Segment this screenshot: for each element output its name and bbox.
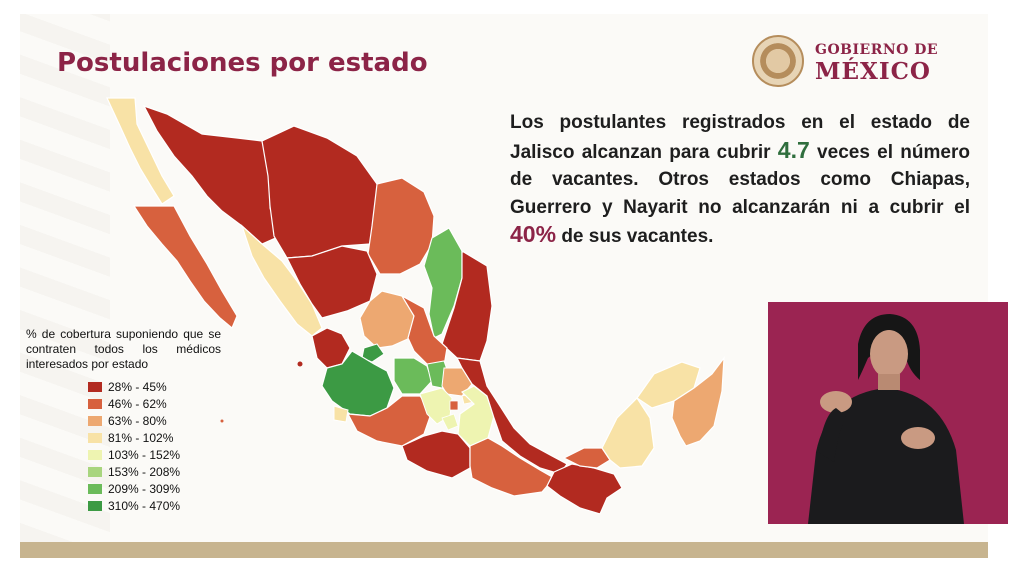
state-colima xyxy=(333,405,349,423)
legend-swatch xyxy=(88,415,102,426)
footer-bar xyxy=(20,542,988,558)
logo-line2: MÉXICO xyxy=(815,58,931,85)
legend-item: 209% - 309% xyxy=(26,480,226,497)
interpreter-face xyxy=(870,330,908,378)
state-campeche xyxy=(601,397,655,469)
state-yucatan xyxy=(636,361,701,409)
slide: Postulaciones por estado GOBIERNO DE MÉX… xyxy=(20,14,988,542)
interpreter-body xyxy=(808,388,964,524)
island xyxy=(297,361,303,367)
legend-label: 28% - 45% xyxy=(108,379,167,394)
island xyxy=(328,356,332,360)
legend-swatch xyxy=(88,449,102,460)
legend-label: 209% - 309% xyxy=(108,481,181,496)
state-guanajuato xyxy=(393,357,433,395)
legend-label: 63% - 80% xyxy=(108,413,167,428)
legend-swatch xyxy=(88,500,102,511)
summary-part1: Los postulantes registrados en el estado… xyxy=(510,112,970,163)
state-sonora xyxy=(142,104,281,245)
state-baja-california xyxy=(106,97,175,205)
legend-item: 81% - 102% xyxy=(26,429,226,446)
legend-item: 63% - 80% xyxy=(26,412,226,429)
legend-item: 153% - 208% xyxy=(26,463,226,480)
state-chihuahua xyxy=(261,125,381,259)
legend-label: 310% - 470% xyxy=(108,498,181,513)
state-chiapas xyxy=(546,463,623,515)
logo-line1: GOBIERNO DE xyxy=(815,42,939,58)
legend-label: 103% - 152% xyxy=(108,447,181,462)
legend-label: 153% - 208% xyxy=(108,464,181,479)
legend-item: 103% - 152% xyxy=(26,446,226,463)
legend-label: 81% - 102% xyxy=(108,430,174,445)
state-zacatecas xyxy=(359,290,415,349)
legend-swatch xyxy=(88,432,102,443)
legend-item: 28% - 45% xyxy=(26,378,226,395)
island xyxy=(220,419,224,423)
interpreter-left-hand xyxy=(820,391,852,413)
slide-title: Postulaciones por estado xyxy=(57,48,428,78)
summary-part3: de sus vacantes. xyxy=(556,226,714,247)
summary-value-times: 4.7 xyxy=(777,136,810,163)
state-nayarit xyxy=(311,327,351,369)
legend-swatch xyxy=(88,398,102,409)
interpreter-arm xyxy=(818,408,846,462)
interpreter-figure xyxy=(768,302,1008,524)
summary-value-percent: 40% xyxy=(510,221,557,247)
state-nuevo-leon xyxy=(423,227,463,339)
state-coahuila xyxy=(367,177,435,275)
legend-swatch xyxy=(88,483,102,494)
state-quintana-roo xyxy=(671,356,725,447)
legend-item: 46% - 62% xyxy=(26,395,226,412)
interpreter-neck xyxy=(878,374,900,390)
legend-swatch xyxy=(88,466,102,477)
summary-text: Los postulantes registrados en el estado… xyxy=(510,109,970,251)
summary-part2: veces el número de vacantes. Otros estad… xyxy=(510,141,970,218)
legend-items: 28% - 45% 46% - 62% 63% - 80% 81% - 102% 103… xyxy=(26,378,226,514)
legend-item: 310% - 470% xyxy=(26,497,226,514)
state-cdmx xyxy=(449,400,459,411)
coat-of-arms-icon xyxy=(752,35,804,87)
legend-title: % de cobertura suponiendo que se contrat… xyxy=(26,327,221,371)
map-legend: % de cobertura suponiendo que se contrat… xyxy=(26,327,226,514)
government-logo: GOBIERNO DE MÉXICO xyxy=(752,32,952,92)
state-morelos xyxy=(441,413,459,431)
mexico-choropleth-map xyxy=(106,97,725,515)
legend-swatch xyxy=(88,381,102,392)
legend-label: 46% - 62% xyxy=(108,396,167,411)
state-jalisco xyxy=(321,350,395,417)
state-baja-california-sur xyxy=(132,205,238,329)
sign-language-interpreter-video xyxy=(768,302,1008,524)
interpreter-right-hand xyxy=(901,427,935,449)
state-sinaloa xyxy=(240,224,323,337)
